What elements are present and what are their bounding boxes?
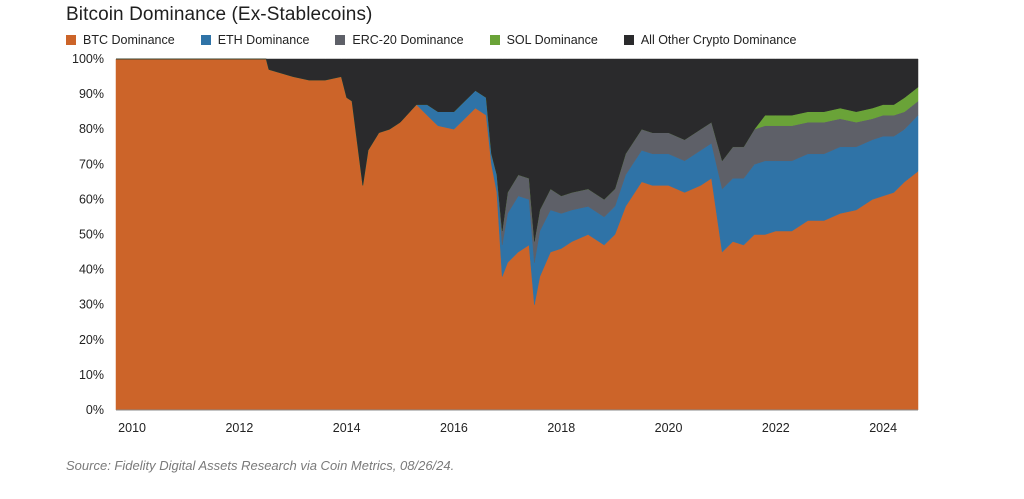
legend-label-erc20: ERC-20 Dominance (352, 33, 464, 47)
legend-item-eth: ETH Dominance (200, 33, 310, 47)
legend-label-btc: BTC Dominance (83, 33, 175, 47)
legend-swatch-btc (66, 35, 76, 45)
legend-swatch-eth (200, 35, 211, 45)
legend-item-btc: BTC Dominance (66, 33, 175, 47)
legend-swatch-erc20 (335, 35, 346, 45)
legend-swatch-sol (489, 35, 500, 45)
x-tick-label: 2020 (655, 421, 683, 435)
x-tick-label: 2010 (118, 421, 146, 435)
y-tick-label: 70% (79, 157, 104, 171)
y-tick-label: 30% (79, 298, 104, 312)
chart-title: Bitcoin Dominance (Ex-Stablecoins) (66, 4, 373, 25)
x-tick-label: 2014 (333, 421, 361, 435)
x-tick-label: 2012 (225, 421, 253, 435)
y-tick-label: 40% (79, 263, 104, 277)
chart-legend: BTC Dominance ETH Dominance ERC-20 Domin… (66, 32, 822, 48)
legend-item-other: All Other Crypto Dominance (623, 33, 797, 47)
legend-item-erc20: ERC-20 Dominance (335, 33, 464, 47)
x-tick-label: 2018 (547, 421, 575, 435)
legend-label-eth: ETH Dominance (217, 33, 310, 47)
y-tick-label: 10% (79, 368, 104, 382)
source-note: Source: Fidelity Digital Assets Research… (66, 458, 455, 473)
x-tick-label: 2016 (440, 421, 468, 435)
axes-group: 0% 10% 20% 30% 40% 50% 60% 70% 80% 90% 100% 2010 201… (72, 52, 918, 435)
legend-label-other: All Other Crypto Dominance (640, 33, 797, 47)
y-tick-label: 50% (79, 228, 104, 242)
y-tick-label: 60% (79, 192, 104, 206)
y-tick-label: 20% (79, 333, 104, 347)
legend-label-sol: SOL Dominance (506, 33, 598, 47)
y-tick-label: 90% (79, 87, 104, 101)
y-tick-label: 100% (72, 52, 104, 66)
area-series-all-other-crypto-dominance (116, 58, 919, 242)
y-tick-label: 80% (79, 122, 104, 136)
y-tick-label: 0% (86, 403, 104, 417)
legend-swatch-other (623, 35, 634, 45)
legend-item-sol: SOL Dominance (489, 33, 598, 47)
area-series-group (115, 58, 919, 411)
x-tick-label: 2022 (762, 421, 790, 435)
x-tick-label: 2024 (869, 421, 897, 435)
